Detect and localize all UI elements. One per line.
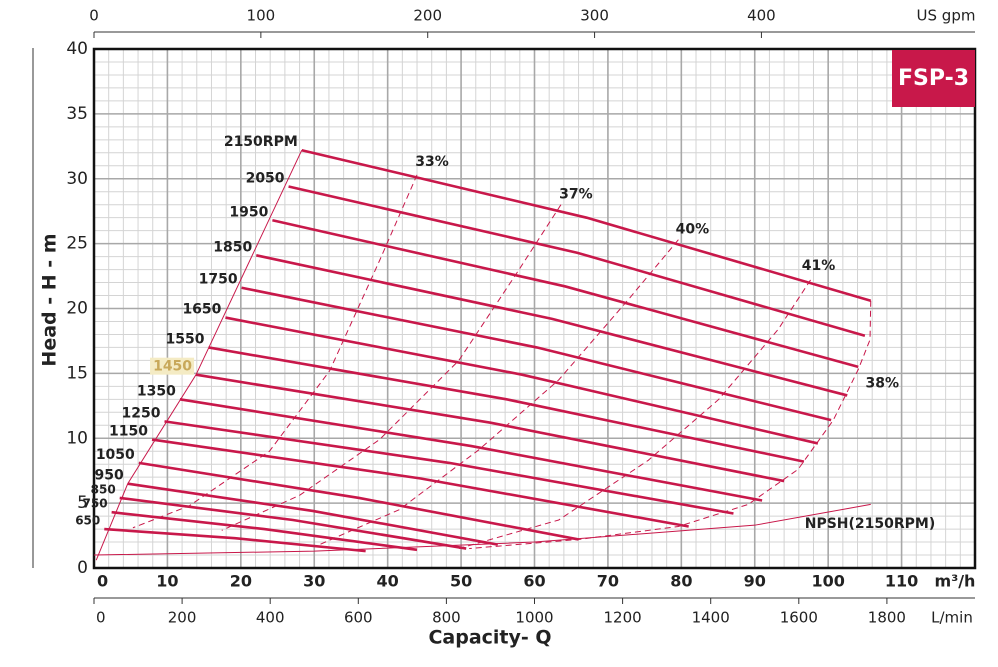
x-tick-label: 110 [885, 572, 918, 591]
speed-label: 2150RPM [224, 134, 298, 150]
speed-curve [111, 510, 418, 552]
speed-label: 1850 [213, 239, 252, 255]
x-tick-label: 100 [811, 572, 844, 591]
x-tick-label: 40 [377, 572, 399, 591]
x-tick-label: 80 [670, 572, 692, 591]
speed-curve [119, 496, 467, 550]
top-unit: US gpm [917, 7, 976, 25]
plot-frame [92, 47, 977, 570]
efficiency-curve [221, 204, 562, 531]
speed-curve [151, 438, 689, 528]
x-tick-label: 20 [230, 572, 252, 591]
lmin-tick-label: 1800 [868, 609, 906, 627]
efficiency-label: 37% [559, 187, 593, 203]
badge-text: FSP-3 [898, 66, 969, 91]
speed-curve [195, 373, 785, 483]
lmin-tick-label: 1200 [604, 609, 642, 627]
efficiency-curve [132, 174, 418, 529]
speed-curve [225, 316, 819, 445]
top-tick-label: 300 [580, 7, 609, 25]
speed-label: 1550 [166, 331, 205, 347]
speed-curve [164, 420, 734, 515]
x-unit: m³/h [935, 572, 976, 591]
lmin-tick-label: 400 [256, 609, 285, 627]
top-tick-label: 400 [747, 7, 776, 25]
speed-label: 1750 [199, 272, 238, 288]
efficiency-label: 40% [676, 222, 710, 238]
x-axis-title: Capacity- Q [428, 627, 551, 649]
speed-label: 1350 [137, 383, 176, 399]
badge [892, 50, 975, 107]
lmin-tick-label: 1000 [515, 609, 553, 627]
speed-label: 750 [83, 497, 108, 511]
x-tick-label: 70 [597, 572, 619, 591]
x-tick-label: 60 [523, 572, 545, 591]
y-tick-label: 30 [66, 169, 88, 189]
lmin-tick-label: 0 [96, 609, 106, 627]
speed-curve [179, 398, 763, 502]
speed-label: 1650 [182, 302, 221, 318]
speed-curve [241, 286, 832, 422]
speed-label: 2050 [246, 171, 285, 187]
y-tick-label: 35 [66, 104, 88, 124]
top-tick-label: 100 [247, 7, 276, 25]
efficiency-label: 33% [415, 154, 449, 170]
label-highlight [150, 357, 195, 375]
y-tick-label: 15 [66, 363, 88, 383]
y-tick-label: 0 [77, 558, 88, 578]
top-tick-label: 200 [413, 7, 442, 25]
speed-curve [272, 219, 859, 369]
efficiency-label: 41% [802, 258, 836, 274]
y-tick-label: 10 [66, 428, 88, 448]
efficiency-curve [469, 300, 872, 550]
x-tick-label: 0 [97, 572, 108, 591]
speed-label: 950 [95, 468, 124, 484]
speed-curve [255, 254, 848, 397]
x-tick-label: 90 [744, 572, 766, 591]
speed-curve [301, 148, 872, 302]
speed-curve [208, 346, 805, 463]
lmin-tick-label: 1600 [780, 609, 818, 627]
npsh-line [93, 503, 871, 556]
y-tick-label: 25 [66, 234, 88, 254]
speed-curve [138, 461, 579, 541]
speed-label: 1050 [96, 447, 135, 463]
efficiency-curve [458, 279, 811, 550]
speed-curve [104, 527, 366, 553]
lmin-tick-label: 200 [168, 609, 197, 627]
limit-line [95, 149, 303, 561]
speed-label: 1950 [229, 204, 268, 220]
y-tick-label: 40 [66, 39, 88, 59]
lmin-tick-label: 1400 [692, 609, 730, 627]
speed-curve [288, 185, 866, 337]
lmin-tick-label: 800 [432, 609, 461, 627]
speed-label: 1150 [109, 424, 148, 440]
speed-label: 1250 [122, 405, 161, 421]
y-tick-label: 5 [77, 493, 88, 513]
y-axis-title: Head - H - m [39, 233, 61, 366]
top-tick-label: 0 [89, 7, 99, 25]
lmin-unit: L/min [931, 609, 973, 627]
lmin-tick-label: 600 [344, 609, 373, 627]
y-tick-label: 20 [66, 299, 88, 319]
efficiency-label: 38% [866, 375, 900, 391]
speed-curve [127, 482, 499, 546]
x-tick-label: 10 [156, 572, 178, 591]
speed-label: 650 [75, 514, 100, 528]
speed-label: 1450 [153, 359, 192, 375]
speed-label: 850 [91, 482, 116, 496]
efficiency-curve [319, 239, 679, 546]
x-tick-label: 50 [450, 572, 472, 591]
x-tick-label: 30 [303, 572, 325, 591]
npsh-label: NPSH(2150RPM) [805, 516, 936, 532]
